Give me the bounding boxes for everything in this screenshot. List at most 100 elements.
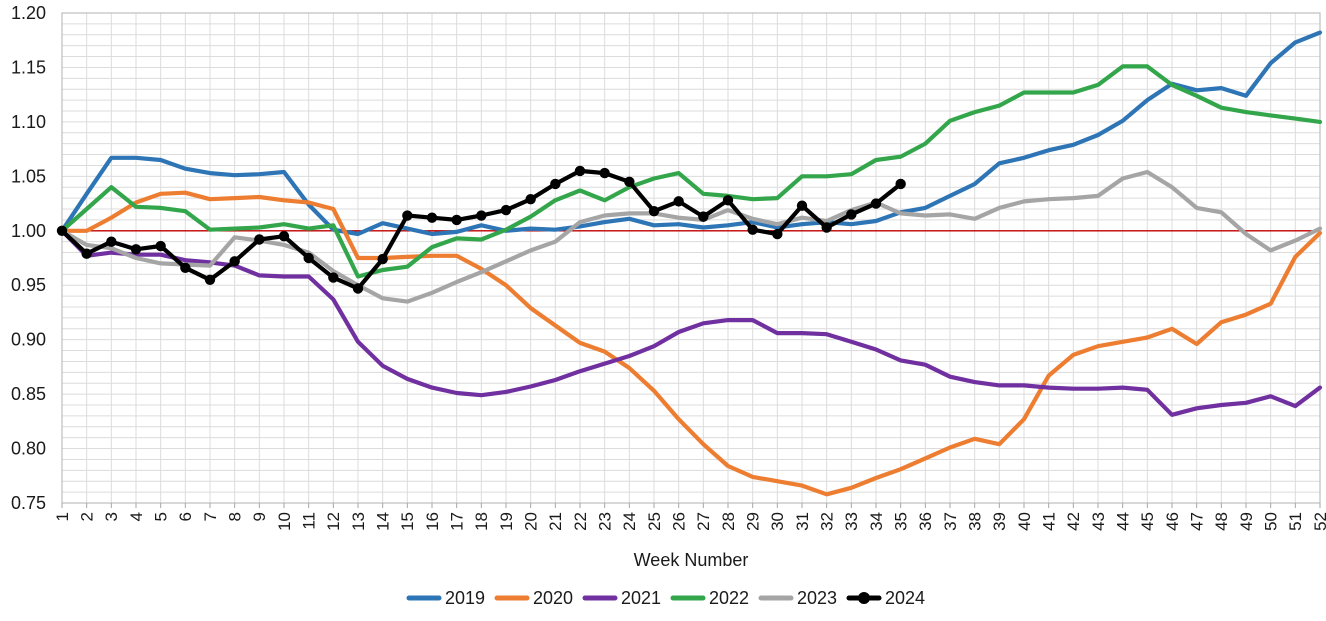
- x-tick-label: 18: [472, 512, 491, 531]
- series-marker-2024: [155, 240, 166, 252]
- series-marker-2024: [229, 256, 240, 267]
- x-tick-label: 1: [53, 512, 72, 521]
- x-tick-label: 38: [965, 512, 984, 531]
- legend-swatch-marker-2024: [858, 592, 870, 604]
- series-marker-2024: [254, 234, 265, 245]
- series-marker-2024: [426, 212, 438, 223]
- x-tick-label: 14: [373, 512, 392, 531]
- legend-label-2023: 2023: [797, 588, 837, 608]
- x-tick-label: 44: [1113, 512, 1132, 531]
- y-tick-label: 1.15: [11, 57, 46, 77]
- y-tick-label: 0.85: [11, 384, 46, 404]
- x-tick-label: 40: [1015, 512, 1034, 531]
- series-line-2022: [59, 64, 1323, 279]
- x-tick-label: 34: [867, 512, 886, 531]
- y-tick-label: 0.75: [11, 493, 46, 513]
- x-axis-title: Week Number: [634, 550, 749, 570]
- x-tick-label: 4: [127, 512, 146, 521]
- series-marker-2024: [451, 214, 462, 226]
- plot-border: [61, 12, 1321, 504]
- series-marker-2024: [624, 176, 635, 187]
- x-tick-label: 39: [990, 512, 1009, 531]
- x-tick-label: 11: [299, 512, 318, 530]
- series-marker-2024: [796, 200, 808, 211]
- x-tick-label: 2: [77, 512, 96, 521]
- series-marker-2024: [648, 205, 660, 217]
- series-marker-2024: [525, 194, 536, 205]
- series-marker-2024: [895, 178, 906, 190]
- y-tick-label: 1.00: [11, 221, 46, 241]
- y-tick-label: 1.20: [11, 3, 46, 23]
- x-tick-label: 19: [497, 512, 516, 531]
- x-tick-label: 31: [793, 512, 812, 531]
- series-marker-2024: [303, 252, 314, 264]
- x-tick-label: 21: [546, 512, 565, 531]
- series-marker-2024: [747, 224, 758, 235]
- series-line-2020: [59, 190, 1323, 497]
- series-marker-2024: [846, 209, 857, 220]
- x-tick-label: 10: [275, 512, 294, 531]
- x-tick-label: 37: [941, 512, 960, 531]
- legend-label-2024: 2024: [885, 588, 925, 608]
- x-tick-label: 23: [595, 512, 614, 531]
- x-tick-label: 48: [1212, 512, 1231, 531]
- x-tick-label: 29: [743, 512, 762, 531]
- x-tick-label: 25: [645, 512, 664, 531]
- series-marker-2024: [476, 210, 487, 221]
- x-tick-label: 27: [694, 512, 713, 531]
- x-tick-label: 45: [1138, 512, 1157, 531]
- legend-label-2021: 2021: [621, 588, 661, 608]
- series-marker-2024: [180, 262, 191, 273]
- y-tick-label: 1.10: [11, 112, 46, 132]
- series-marker-2024: [81, 248, 92, 259]
- x-tick-label: 16: [423, 512, 442, 531]
- x-tick-label: 35: [891, 512, 910, 531]
- x-tick-label: 6: [176, 512, 195, 521]
- series-line-2021: [59, 228, 1323, 417]
- x-tick-label: 13: [349, 512, 368, 531]
- series-marker-2024: [278, 231, 290, 242]
- legend-label-2020: 2020: [533, 588, 573, 608]
- x-tick-label: 22: [571, 512, 590, 531]
- series-marker-2024: [328, 272, 339, 283]
- series-marker-2024: [550, 178, 561, 190]
- x-tick-label: 41: [1039, 512, 1058, 531]
- series-line-2019: [59, 30, 1323, 237]
- x-tick-label: 26: [669, 512, 688, 531]
- series-marker-2024: [402, 210, 413, 221]
- series-marker-2024: [377, 253, 388, 265]
- x-tick-label: 12: [324, 512, 343, 531]
- series-marker-2024: [821, 222, 832, 233]
- x-tick-label: 32: [817, 512, 836, 531]
- series-marker-2024: [673, 196, 684, 207]
- x-tick-label: 15: [398, 512, 417, 531]
- x-tick-label: 33: [842, 512, 861, 531]
- x-tick-label: 42: [1064, 512, 1083, 531]
- series-marker-2024: [772, 228, 783, 240]
- series-marker-2024: [574, 165, 586, 177]
- x-tick-label: 20: [521, 512, 540, 531]
- x-tick-label: 52: [1311, 512, 1326, 531]
- y-tick-label: 0.80: [11, 439, 46, 459]
- series-marker-2024: [204, 274, 216, 285]
- x-tick-label: 51: [1286, 512, 1305, 531]
- series-marker-2024: [106, 236, 117, 247]
- x-tick-label: 43: [1089, 512, 1108, 531]
- x-tick-label: 8: [225, 512, 244, 521]
- x-tick-label: 28: [719, 512, 738, 531]
- series-marker-2024: [599, 167, 610, 179]
- x-tick-label: 3: [102, 512, 121, 521]
- y-tick-label: 0.95: [11, 275, 46, 295]
- y-tick-label: 1.05: [11, 166, 46, 186]
- series-marker-2024: [56, 225, 68, 236]
- series-marker-2024: [500, 204, 512, 216]
- series-marker-2024: [722, 195, 734, 206]
- series-marker-2024: [130, 244, 142, 255]
- x-tick-label: 9: [250, 512, 269, 521]
- legend-label-2022: 2022: [709, 588, 749, 608]
- series-marker-2024: [698, 211, 709, 222]
- x-tick-label: 5: [151, 512, 170, 521]
- x-tick-label: 17: [447, 512, 466, 531]
